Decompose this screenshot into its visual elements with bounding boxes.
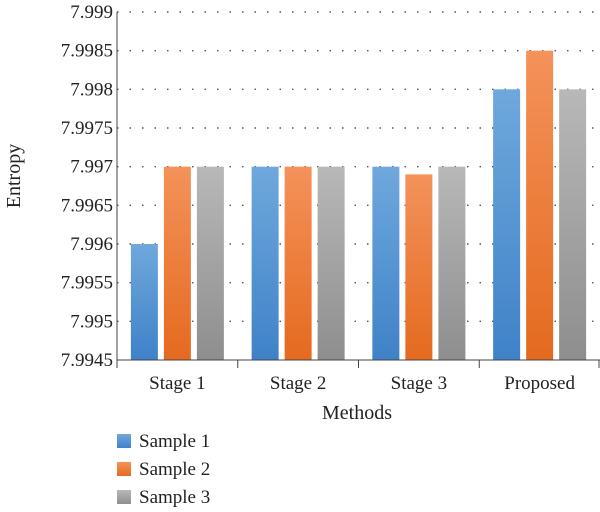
- x-tick-label: Proposed: [504, 373, 575, 394]
- bar-stage-2-series-3: [317, 166, 345, 360]
- y-axis-title: Entropy: [3, 144, 25, 208]
- legend-label: Sample 3: [139, 487, 210, 508]
- x-tick-label: Stage 2: [270, 373, 326, 394]
- bars: [130, 50, 587, 361]
- bar-stage-1-series-2: [163, 166, 191, 360]
- legend-swatch: [117, 434, 131, 448]
- bar-stage-1-series-3: [196, 166, 224, 360]
- y-tick-labels: 7.9945 7.995 7.9955 7.996 7.9965 7.997 7.9975 7…: [61, 2, 113, 371]
- axes: [116, 12, 600, 368]
- bar-stage-3-series-1: [372, 166, 400, 360]
- y-tick-label: 7.997: [70, 157, 113, 178]
- bar-stage-2-series-1: [251, 166, 279, 360]
- legend: Sample 1 Sample 2 Sample 3: [117, 431, 210, 508]
- y-tick-label: 7.996: [70, 234, 113, 255]
- x-tick-label: Stage 3: [391, 373, 447, 394]
- bar-stage-3-series-2: [405, 174, 433, 360]
- x-tick-label: Stage 1: [149, 373, 205, 394]
- bar-stage-3-series-3: [438, 166, 466, 360]
- bar-stage-2-series-2: [284, 166, 312, 360]
- bar-proposed-series-2: [526, 50, 554, 361]
- legend-label: Sample 1: [139, 431, 210, 452]
- legend-label: Sample 2: [139, 459, 210, 480]
- y-tick-label: 7.9955: [61, 273, 113, 294]
- y-tick-label: 7.998: [70, 79, 113, 100]
- y-tick-label: 7.9945: [61, 350, 113, 371]
- x-axis-title: Methods: [322, 402, 392, 424]
- bar-proposed-series-1: [493, 89, 521, 360]
- x-tick-labels: Stage 1 Stage 2 Stage 3 Proposed: [149, 373, 575, 394]
- bar-proposed-series-3: [559, 89, 587, 360]
- bar-stage-1-series-1: [130, 244, 158, 360]
- legend-swatch: [117, 490, 131, 504]
- y-tick-label: 7.995: [70, 311, 113, 332]
- y-tick-label: 7.9965: [61, 195, 113, 216]
- y-tick-label: 7.9985: [61, 41, 113, 62]
- y-tick-label: 7.999: [70, 2, 113, 23]
- y-tick-label: 7.9975: [61, 118, 113, 139]
- legend-swatch: [117, 462, 131, 476]
